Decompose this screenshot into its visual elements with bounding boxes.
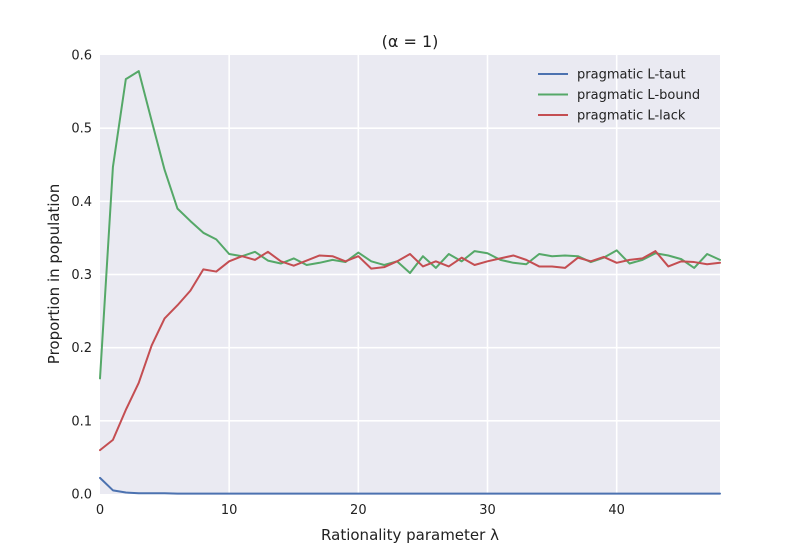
series-line-0: [99, 476, 721, 495]
series-line-2: [99, 250, 721, 452]
y-tick-label: 0.5: [71, 122, 92, 137]
series-line-1: [99, 70, 721, 380]
legend: pragmatic L-taut pragmatic L-bound pragmat…: [538, 68, 700, 124]
legend-label: pragmatic L-taut: [577, 68, 686, 83]
y-tick-label: 0.1: [71, 414, 92, 429]
x-tick-label: 30: [479, 503, 496, 518]
y-tick-label: 0.2: [71, 341, 92, 356]
x-tick-label: 10: [221, 503, 238, 518]
y-axis-label: Proportion in population: [45, 184, 63, 364]
x-tick-labels: 0 10 20 30 40: [96, 503, 625, 518]
legend-label: pragmatic L-lack: [577, 109, 686, 124]
chart-title: (α = 1): [382, 32, 439, 51]
legend-label: pragmatic L-bound: [577, 88, 700, 103]
x-tick-label: 0: [96, 503, 104, 518]
y-tick-label: 0.3: [71, 268, 92, 283]
x-tick-label: 40: [608, 503, 625, 518]
grid-lines: [100, 55, 720, 494]
y-tick-label: 0.4: [71, 195, 92, 210]
y-tick-label: 0.0: [71, 488, 92, 503]
x-tick-label: 20: [350, 503, 367, 518]
x-axis-label: Rationality parameter λ: [321, 526, 499, 544]
y-tick-label: 0.6: [71, 49, 92, 64]
series-lines: [99, 70, 721, 495]
y-tick-labels: 0.0 0.1 0.2 0.3 0.4 0.5 0.6: [71, 49, 92, 503]
